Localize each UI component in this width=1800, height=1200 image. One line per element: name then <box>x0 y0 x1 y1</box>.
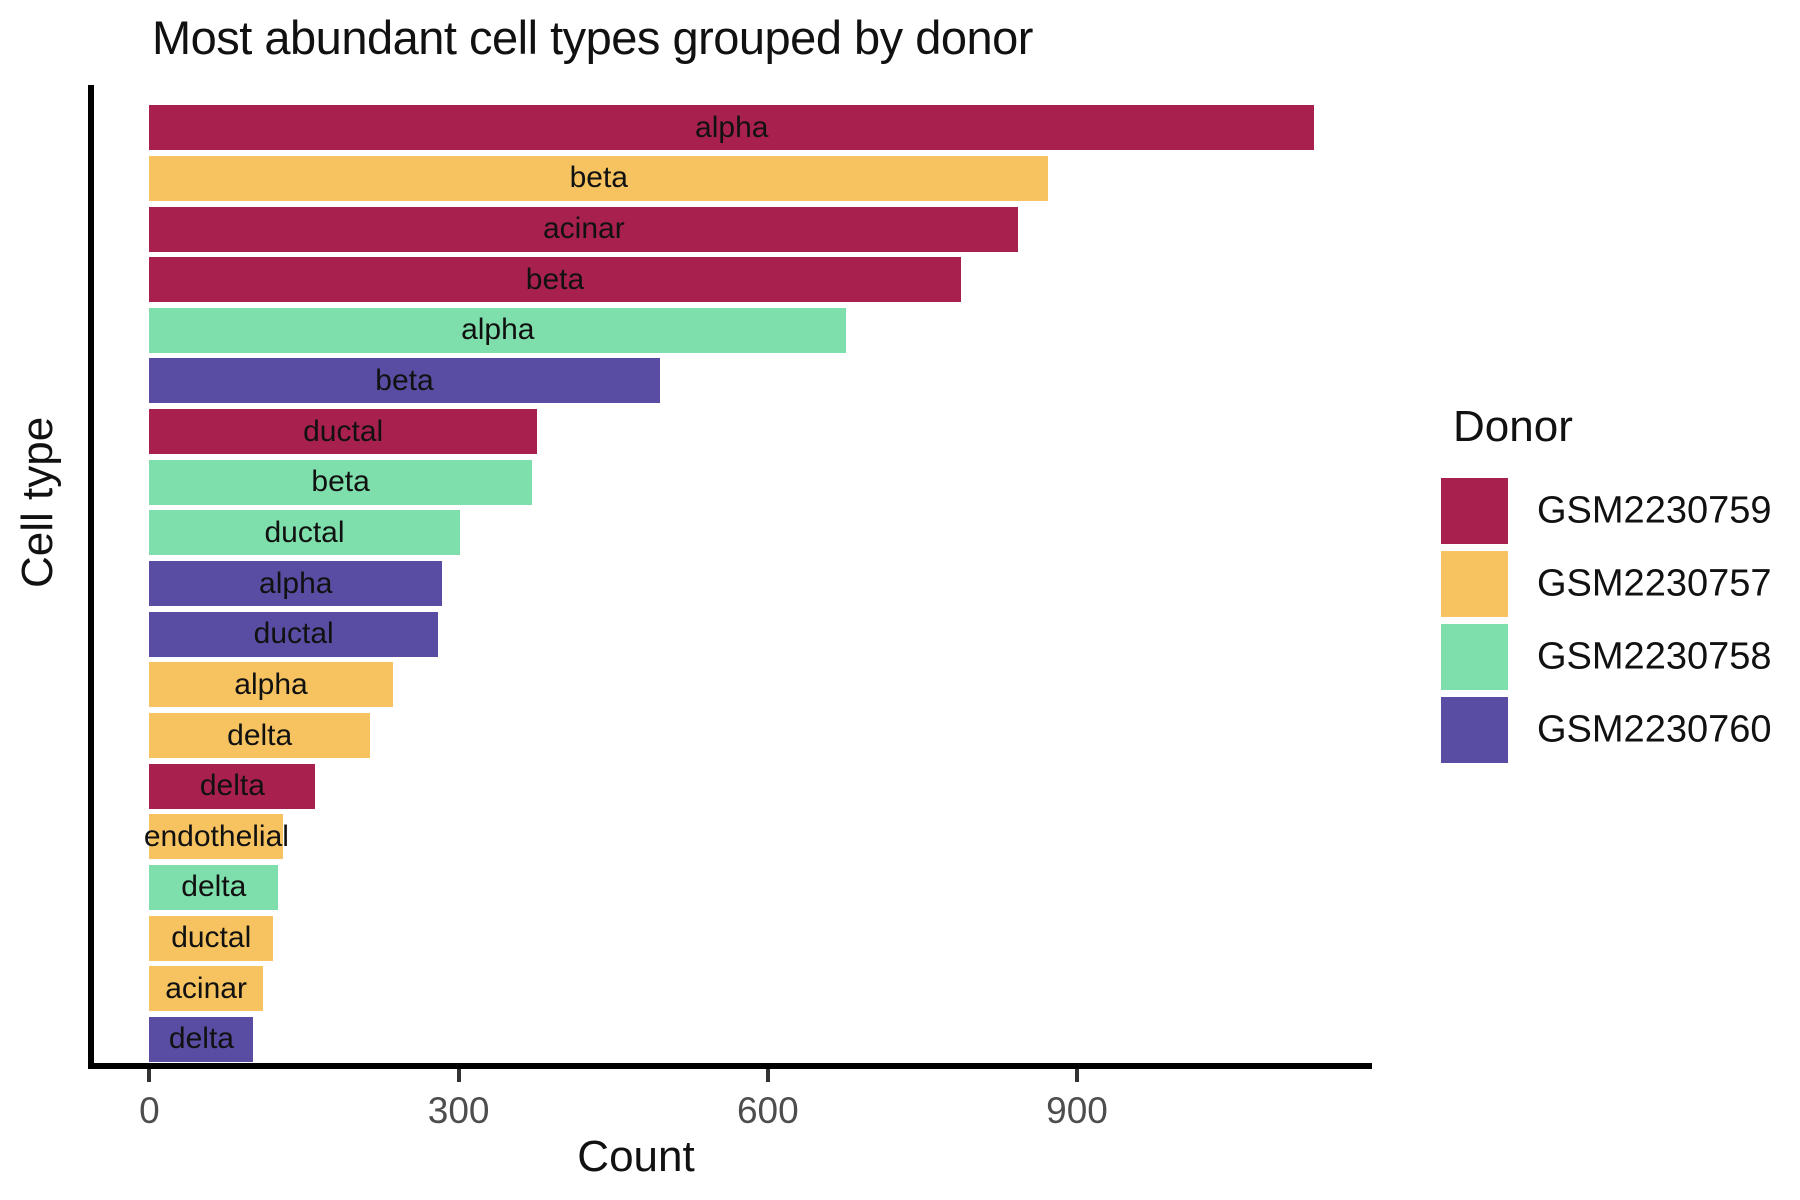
legend-item-GSM2230758: GSM2230758 <box>1441 624 1772 690</box>
bar-label: alpha <box>259 566 333 600</box>
bar-label: beta <box>375 363 434 397</box>
x-tick-mark <box>765 1069 770 1082</box>
bar-beta-GSM2230760: beta <box>149 358 660 404</box>
bar-label: ductal <box>264 515 345 549</box>
legend-label: GSM2230758 <box>1537 635 1772 678</box>
x-axis-title: Count <box>577 1132 695 1181</box>
bar-alpha-GSM2230760: alpha <box>149 561 443 607</box>
legend-label: GSM2230759 <box>1537 489 1772 532</box>
x-tick-label: 300 <box>427 1090 490 1131</box>
x-tick-mark <box>147 1069 152 1082</box>
bar-delta-GSM2230758: delta <box>149 864 279 910</box>
legend-swatch <box>1441 624 1508 690</box>
bar-endothelial-GSM2230757: endothelial <box>144 814 289 860</box>
bar-label: delta <box>181 870 247 904</box>
legend-swatch <box>1441 551 1508 617</box>
bar-ductal-GSM2230757: ductal <box>149 915 274 961</box>
x-tick-mark <box>1075 1069 1080 1082</box>
legend-items: GSM2230759 GSM2230757 GSM2230758 GSM2230760 <box>1441 478 1772 763</box>
bar-acinar-GSM2230757: acinar <box>149 966 263 1012</box>
bar-alpha-GSM2230757: alpha <box>149 662 393 708</box>
legend-label: GSM2230757 <box>1537 562 1772 605</box>
legend-item-GSM2230759: GSM2230759 <box>1441 478 1772 544</box>
legend: Donor GSM2230759 GSM2230757 GSM2230758 GSM2… <box>1441 402 1772 770</box>
bar-label: beta <box>525 262 585 296</box>
bar-label: beta <box>569 161 628 195</box>
bar-ductal-GSM2230758: ductal <box>149 510 460 556</box>
bar-label: alpha <box>461 313 535 347</box>
bar-delta-GSM2230757: delta <box>149 713 370 758</box>
bar-label: delta <box>227 718 293 752</box>
bar-beta-GSM2230757: beta <box>149 155 1049 201</box>
bar-alpha-GSM2230758: alpha <box>149 307 847 353</box>
bar-acinar-GSM2230759: acinar <box>149 206 1019 252</box>
bar-delta-GSM2230760: delta <box>149 1016 254 1062</box>
bar-delta-GSM2230759: delta <box>149 763 316 809</box>
bar-label: ductal <box>253 617 334 651</box>
x-axis-line <box>88 1063 1372 1069</box>
legend-item-GSM2230757: GSM2230757 <box>1441 551 1772 617</box>
bar-label: endothelial <box>143 819 289 853</box>
x-tick-label: 900 <box>1046 1090 1108 1131</box>
legend-title: Donor <box>1453 402 1573 451</box>
bar-beta-GSM2230759: beta <box>149 257 961 303</box>
legend-item-GSM2230760: GSM2230760 <box>1441 697 1772 763</box>
legend-swatch <box>1441 478 1508 544</box>
bar-label: beta <box>311 465 370 499</box>
x-tick-mark <box>456 1069 461 1082</box>
bar-label: alpha <box>234 667 308 701</box>
bar-label: delta <box>168 1022 234 1056</box>
bar-alpha-GSM2230759: alpha <box>149 105 1315 151</box>
bar-label: ductal <box>171 921 252 955</box>
bar-label: delta <box>199 769 265 803</box>
bar-label: ductal <box>303 414 384 448</box>
bar-ductal-GSM2230759: ductal <box>149 409 537 455</box>
x-tick-label: 0 <box>139 1090 160 1131</box>
bar-label: acinar <box>542 212 625 245</box>
chart-title: Most abundant cell types grouped by dono… <box>152 11 1033 64</box>
bar-label: acinar <box>165 971 247 1005</box>
bar-label: alpha <box>695 110 769 144</box>
legend-swatch <box>1441 697 1508 763</box>
legend-label: GSM2230760 <box>1537 708 1772 751</box>
bar-beta-GSM2230758: beta <box>149 459 532 505</box>
y-axis-title: Cell type <box>13 416 62 588</box>
x-tick-label: 600 <box>736 1090 799 1131</box>
y-axis-line <box>88 85 94 1069</box>
bar-ductal-GSM2230760: ductal <box>149 611 438 657</box>
